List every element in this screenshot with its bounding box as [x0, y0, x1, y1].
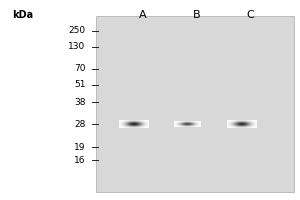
Text: 16: 16: [74, 156, 85, 165]
Text: A: A: [139, 10, 146, 20]
Text: 70: 70: [74, 64, 85, 73]
Text: 130: 130: [68, 42, 86, 51]
Text: C: C: [247, 10, 254, 20]
Text: B: B: [193, 10, 200, 20]
Text: 19: 19: [74, 143, 85, 152]
Text: kDa: kDa: [12, 10, 33, 20]
Text: 28: 28: [74, 120, 85, 129]
Text: 38: 38: [74, 98, 85, 107]
FancyBboxPatch shape: [96, 16, 294, 192]
Text: 51: 51: [74, 80, 85, 89]
Text: 250: 250: [68, 26, 86, 35]
